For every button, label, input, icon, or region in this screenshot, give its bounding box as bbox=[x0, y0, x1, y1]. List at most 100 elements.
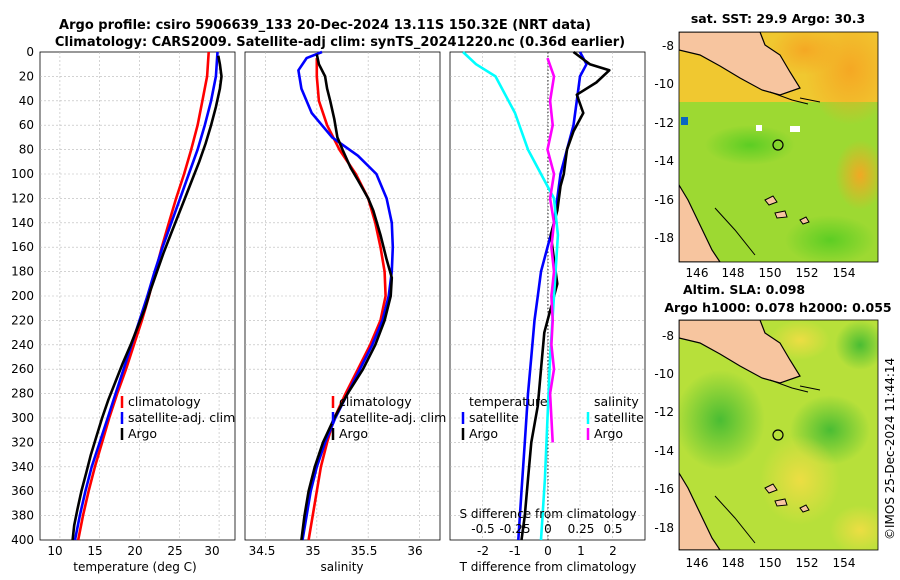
depth-tick: 200 bbox=[11, 289, 34, 303]
depth-tick: 20 bbox=[19, 69, 34, 83]
temp-diff-xtick: 1 bbox=[577, 544, 585, 558]
depth-tick: 340 bbox=[11, 460, 34, 474]
sst-cool-patch bbox=[705, 125, 795, 165]
figure-title-line1: Argo profile: csiro 5906639_133 20-Dec-2… bbox=[59, 18, 591, 33]
depth-tick: 280 bbox=[11, 387, 34, 401]
sst-ytick: -12 bbox=[654, 116, 674, 130]
sla-xtick: 150 bbox=[759, 556, 782, 570]
sal-xtick: 35.5 bbox=[351, 544, 378, 558]
depth-tick: 140 bbox=[11, 216, 34, 230]
sst-missing-pixel bbox=[790, 126, 800, 132]
depth-tick: 380 bbox=[11, 509, 34, 523]
sla-high-patch bbox=[679, 370, 765, 470]
sst-xtick: 146 bbox=[686, 266, 709, 280]
depth-tick: 120 bbox=[11, 191, 34, 205]
map-tick-labels: 146 148 150 152 154 -8 -10 -12 -14 -16 -… bbox=[654, 39, 855, 570]
sal-xtick: 36 bbox=[407, 544, 422, 558]
sla-xtick: 146 bbox=[686, 556, 709, 570]
sla-ytick: -16 bbox=[654, 482, 674, 496]
sst-warm-patch bbox=[835, 140, 878, 210]
depth-tick: 360 bbox=[11, 484, 34, 498]
legend-climatology: climatology bbox=[339, 394, 412, 409]
sla-land-australia bbox=[679, 471, 721, 550]
legend-satellite: satellite-adj. clim bbox=[339, 410, 446, 425]
series-line-satellite-adj-clim bbox=[73, 51, 219, 541]
depth-tick: 240 bbox=[11, 338, 34, 352]
sla-low-patch bbox=[830, 505, 878, 550]
series-line-salinity-argo bbox=[546, 57, 556, 443]
depth-tick: 160 bbox=[11, 240, 34, 254]
diff-xlabel-salinity: S difference from climatology bbox=[460, 507, 637, 521]
sla-low-patch bbox=[760, 435, 840, 525]
temp-xtick: 20 bbox=[127, 544, 142, 558]
figure-title-line2: Climatology: CARS2009. Satellite-adj cli… bbox=[55, 35, 625, 50]
sla-map bbox=[679, 320, 878, 550]
temp-diff-xtick: 2 bbox=[609, 544, 617, 558]
sla-ytick: -10 bbox=[654, 367, 674, 381]
depth-tick: 260 bbox=[11, 362, 34, 376]
sla-ytick: -8 bbox=[662, 329, 674, 343]
depth-tick: 320 bbox=[11, 435, 34, 449]
sst-cool-patch bbox=[785, 215, 875, 262]
salinity-xticks: 34.5 35 35.5 36 bbox=[249, 544, 423, 558]
sst-xtick: 154 bbox=[833, 266, 856, 280]
sst-ytick: -10 bbox=[654, 77, 674, 91]
sst-land-australia bbox=[679, 183, 721, 262]
diff-legend-temperature: temperature satellite Argo bbox=[461, 394, 548, 441]
sal-diff-xtick: 0 bbox=[544, 522, 552, 536]
diff-xticks-salinity: -0.5 -0.25 0 0.25 0.5 bbox=[471, 522, 622, 536]
sla-xtick: 148 bbox=[722, 556, 745, 570]
temp-xtick: 25 bbox=[167, 544, 182, 558]
sst-ytick: -16 bbox=[654, 193, 674, 207]
legend-satellite: satellite-adj. clim bbox=[128, 410, 235, 425]
series-line-argo bbox=[300, 54, 394, 541]
depth-tick: 400 bbox=[11, 533, 34, 547]
diff-xlabel-temperature: T difference from climatology bbox=[459, 560, 637, 574]
temp-xtick: 15 bbox=[87, 544, 102, 558]
depth-tick: 180 bbox=[11, 265, 34, 279]
series-line-argo bbox=[71, 55, 223, 541]
sal-diff-xtick: -0.5 bbox=[471, 522, 494, 536]
sla-ytick: -14 bbox=[654, 444, 674, 458]
sst-ytick: -14 bbox=[654, 154, 674, 168]
depth-tick: 60 bbox=[19, 118, 34, 132]
temperature-xticks: 10 15 20 25 30 bbox=[47, 544, 219, 558]
sst-ytick: -8 bbox=[662, 39, 674, 53]
temp-xlabel: temperature (deg C) bbox=[73, 560, 196, 574]
legend-argo: Argo bbox=[128, 426, 157, 441]
sst-missing-pixel bbox=[756, 125, 762, 131]
sst-xtick: 150 bbox=[759, 266, 782, 280]
difference-series bbox=[462, 50, 611, 541]
depth-tick: 40 bbox=[19, 94, 34, 108]
depth-tick-labels: 0 20 40 60 80 100 120 140 160 180 200 220 240 260 280 3… bbox=[11, 45, 34, 547]
sst-islands bbox=[764, 195, 810, 225]
sal-diff-xtick: 0.5 bbox=[603, 522, 622, 536]
salinity-series bbox=[297, 50, 395, 541]
legend-sal-satellite: satellite bbox=[594, 410, 644, 425]
sla-ytick: -12 bbox=[654, 405, 674, 419]
depth-tick: 220 bbox=[11, 313, 34, 327]
legend-temp-argo: Argo bbox=[469, 426, 498, 441]
temp-diff-xtick: 0 bbox=[544, 544, 552, 558]
sla-high-patch bbox=[835, 320, 878, 370]
sst-xtick: 148 bbox=[722, 266, 745, 280]
legend-salinity-heading: salinity bbox=[594, 394, 639, 409]
temp-diff-xtick: -1 bbox=[509, 544, 521, 558]
sla-map-subtitle: Argo h1000: 0.078 h2000: 0.055 bbox=[664, 300, 891, 315]
sst-map-title: sat. SST: 29.9 Argo: 30.3 bbox=[691, 11, 865, 26]
legend-climatology: climatology bbox=[128, 394, 201, 409]
sla-argo-location bbox=[772, 429, 784, 441]
sal-xtick: 35 bbox=[305, 544, 320, 558]
sst-missing-pixel bbox=[681, 117, 688, 125]
sal-diff-xtick: 0.25 bbox=[568, 522, 595, 536]
sla-coastline bbox=[714, 379, 821, 544]
sla-land-png bbox=[679, 320, 801, 384]
sst-xtick: 152 bbox=[796, 266, 819, 280]
sal-xlabel: salinity bbox=[320, 560, 363, 574]
sal-legend: climatology satellite-adj. clim Argo bbox=[331, 394, 446, 441]
sst-coastline bbox=[714, 91, 821, 256]
temp-diff-xtick: -2 bbox=[477, 544, 489, 558]
sla-xtick: 154 bbox=[833, 556, 856, 570]
sst-map bbox=[679, 32, 878, 262]
